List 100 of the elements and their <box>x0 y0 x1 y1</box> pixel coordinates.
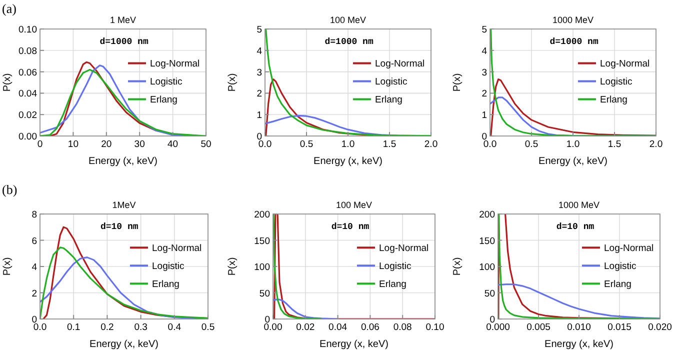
annotation: d=10 nm <box>331 222 370 232</box>
x-tick-label: 30 <box>134 139 145 150</box>
chart-title: 1MeV <box>112 200 136 210</box>
x-tick-label: 1.5 <box>382 139 396 150</box>
line-series <box>265 29 431 136</box>
text: (b) <box>2 182 18 197</box>
y-tick-label: 0.02 <box>18 110 37 122</box>
x-tick-label: 1.0 <box>341 139 355 150</box>
y-tick-label: 2 <box>32 288 37 300</box>
x-tick-label: 0.010 <box>567 322 591 333</box>
legend-label: Erlang <box>375 94 402 106</box>
x-tick-label: 2.0 <box>649 139 663 150</box>
annotation: d=1000 nm <box>100 37 149 47</box>
legend-label: Log-Normal <box>150 58 200 70</box>
line-series <box>273 214 322 319</box>
x-tick-label: 0.015 <box>608 322 632 333</box>
chart-title: 1 MeV <box>110 15 136 25</box>
annotation: d=1000 nm <box>550 37 599 47</box>
x-tick-label: 20 <box>101 139 112 150</box>
y-tick-label: 0.10 <box>18 24 37 36</box>
y-tick-label: 100 <box>254 262 270 273</box>
y-tick-label: 4 <box>32 262 37 273</box>
x-tick-label: 0.5 <box>201 322 215 333</box>
legend-label: Logistic <box>379 261 412 272</box>
x-tick-label: 50 <box>200 139 212 150</box>
legend-label: Erlang <box>604 279 632 290</box>
y-tick-label: 200 <box>254 210 270 220</box>
y-tick-label: 0.06 <box>18 67 37 78</box>
y-axis-title: P(x) <box>227 257 238 276</box>
x-axis-title: Energy (x, keV) <box>538 156 608 167</box>
x-tick-label: 0.005 <box>526 322 550 333</box>
y-tick-label: 0.08 <box>18 46 37 57</box>
y-tick-label: 2 <box>482 88 487 100</box>
y-tick-label: 200 <box>479 210 495 220</box>
y-axis-title: P(x) <box>2 73 13 92</box>
y-tick-label: 50 <box>484 288 495 300</box>
y-tick-label: 1 <box>482 110 487 122</box>
x-tick-label: 0.0 <box>258 139 272 150</box>
legend-label: Logistic <box>600 76 632 88</box>
chart-title: 100 MeV <box>330 15 366 25</box>
x-tick-label: 0.10 <box>426 322 444 333</box>
x-tick-label: 2.0 <box>424 139 438 150</box>
x-tick-label: 0.5 <box>524 139 538 150</box>
annotation: d=10 nm <box>100 222 139 232</box>
y-tick-label: 5 <box>482 24 487 36</box>
legend-label: Logistic <box>604 261 636 272</box>
x-tick-label: 0.1 <box>66 322 80 333</box>
legend-label: Logistic <box>375 76 408 88</box>
y-tick-label: 4 <box>482 46 487 57</box>
y-axis-title: P(x) <box>227 73 238 92</box>
text: (a) <box>2 1 16 16</box>
x-axis-title: Energy (x, keV) <box>320 339 388 350</box>
y-tick-label: 6 <box>32 236 37 247</box>
legend-label: Erlang <box>152 279 180 290</box>
annotation: d=1000 nm <box>324 37 374 47</box>
legend-label: Log-Normal <box>375 58 425 70</box>
x-tick-label: 0.02 <box>296 322 315 333</box>
y-tick-label: 0.04 <box>18 88 37 100</box>
x-tick-label: 0.06 <box>360 322 380 333</box>
legend-label: Erlang <box>600 94 628 106</box>
x-tick-label: 0.04 <box>328 322 348 333</box>
chart-title: 1000 MeV <box>552 15 594 25</box>
legend-label: Logistic <box>150 76 182 88</box>
x-tick-label: 0.08 <box>393 322 412 333</box>
chart-title: 100 MeV <box>336 200 372 210</box>
x-tick-label: 0.0 <box>483 139 497 150</box>
annotation: d=10 nm <box>556 222 595 232</box>
y-axis-title: P(x) <box>452 257 463 276</box>
x-axis-title: Energy (x, keV) <box>544 339 614 350</box>
x-axis-title: Energy (x, keV) <box>90 339 158 350</box>
y-tick-label: 3 <box>482 67 487 78</box>
legend-label: Erlang <box>379 279 406 290</box>
y-axis-title: P(x) <box>452 73 463 92</box>
chart-title: 1000 MeV <box>558 200 600 210</box>
y-tick-label: 3 <box>256 67 262 78</box>
x-axis-title: Energy (x, keV) <box>88 156 158 167</box>
y-tick-label: 8 <box>32 210 37 220</box>
y-tick-label: 150 <box>479 236 495 247</box>
x-tick-label: 1.0 <box>566 139 580 150</box>
x-tick-label: 0.020 <box>648 322 672 333</box>
y-tick-label: 1 <box>256 110 262 122</box>
y-tick-label: 50 <box>259 288 270 300</box>
line-series <box>273 298 339 319</box>
line-series <box>490 29 656 136</box>
x-tick-label: 0.3 <box>134 322 148 333</box>
legend-label: Log-Normal <box>379 243 429 254</box>
y-tick-label: 150 <box>254 236 270 247</box>
x-tick-label: 0.5 <box>300 139 314 150</box>
y-tick-label: 100 <box>479 262 495 273</box>
x-tick-label: 10 <box>68 139 78 150</box>
x-axis-title: Energy (x, keV) <box>314 156 382 167</box>
x-tick-label: 0.0 <box>33 322 47 333</box>
x-tick-label: 1.5 <box>608 139 622 150</box>
line-series <box>490 78 656 136</box>
legend-label: Logistic <box>152 261 184 272</box>
legend-label: Erlang <box>150 94 178 106</box>
y-axis-title: P(x) <box>2 257 13 276</box>
x-tick-label: 40 <box>168 139 178 150</box>
x-tick-label: 0.4 <box>168 322 182 333</box>
x-tick-label: 0.2 <box>100 322 114 333</box>
